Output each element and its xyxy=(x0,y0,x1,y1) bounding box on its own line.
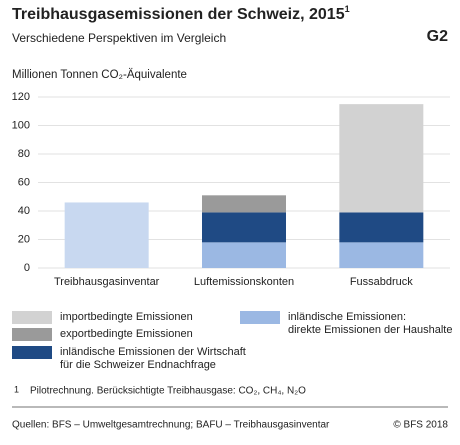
y-axis-label: Millionen Tonnen CO₂-Äquivalente xyxy=(12,69,187,81)
footnote-marker: 1 xyxy=(14,384,19,394)
legend-label: importbedingte Emissionen xyxy=(60,311,193,323)
legend-label: inländische Emissionen der Wirtschaft fü… xyxy=(60,346,246,371)
y-tick-label: 40 xyxy=(18,205,30,217)
chart-title: Treibhausgasemissionen der Schweiz, 2015… xyxy=(12,4,350,23)
legend-swatch xyxy=(12,346,52,359)
copyright: © BFS 2018 xyxy=(393,420,448,431)
y-tick-label: 60 xyxy=(18,176,30,188)
bar-segment xyxy=(202,195,286,213)
bar-segment xyxy=(339,104,424,213)
bar-segment xyxy=(339,242,424,268)
y-tick-label: 100 xyxy=(12,119,30,131)
bar-segment xyxy=(202,242,286,268)
source: Quellen: BFS – Umweltgesamtrechnung; BAF… xyxy=(12,420,330,431)
bar-segment xyxy=(202,212,286,243)
x-tick-label: Treibhausgasinventar xyxy=(54,276,160,288)
bar-segment xyxy=(339,212,424,243)
title-note: 1 xyxy=(345,4,350,14)
legend-swatch xyxy=(240,311,280,324)
legend-swatch xyxy=(12,311,52,324)
y-tick-label: 0 xyxy=(24,262,30,274)
subtitle: Verschiedene Perspektiven im Vergleich xyxy=(12,31,226,45)
y-tick-label: 20 xyxy=(18,233,30,245)
title-text: Treibhausgasemissionen der Schweiz, 2015 xyxy=(12,6,345,23)
legend-label: exportbedingte Emissionen xyxy=(60,328,193,340)
footnote: Pilotrechnung. Berücksichtigte Treibhaus… xyxy=(30,386,306,397)
bar-segment xyxy=(64,202,149,268)
legend-label: inländische Emissionen: direkte Emission… xyxy=(288,311,453,336)
chart-id: G2 xyxy=(427,28,448,45)
x-tick-label: Fussabdruck xyxy=(350,276,413,288)
y-tick-label: 120 xyxy=(12,91,30,103)
legend-swatch xyxy=(12,328,52,341)
y-tick-label: 80 xyxy=(18,148,30,160)
x-tick-label: Luftemissionskonten xyxy=(194,276,294,288)
